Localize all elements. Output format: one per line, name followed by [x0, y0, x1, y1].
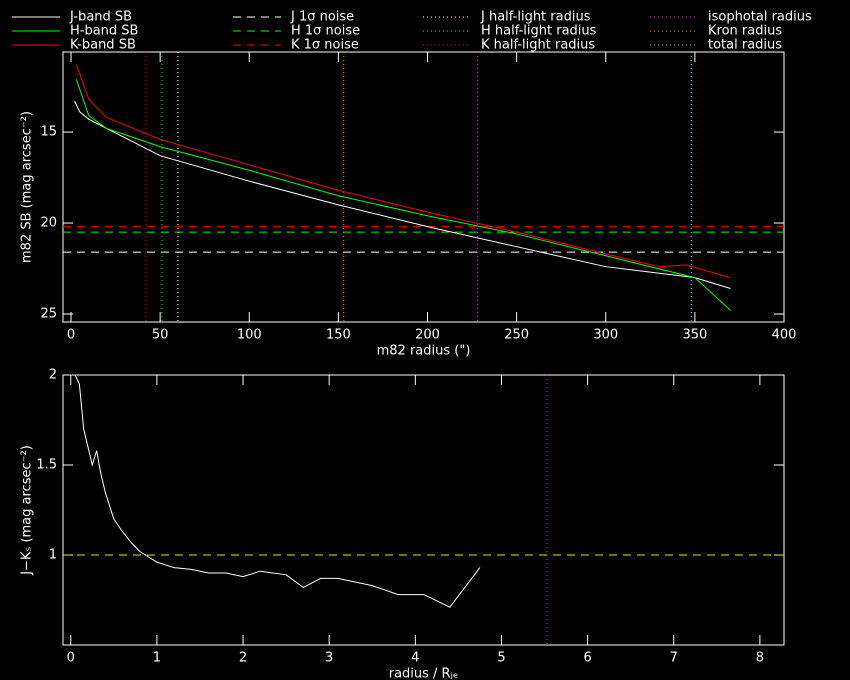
y-tick-label: 1: [49, 548, 57, 563]
y-tick-label: 15: [40, 125, 57, 140]
data-line: [75, 64, 731, 279]
legend-label: J 1σ noise: [290, 10, 354, 25]
legend-label: K half-light radius: [481, 38, 595, 53]
x-tick-label: 0: [67, 651, 75, 666]
x-tick-label: 8: [756, 651, 764, 666]
x-tick-label: 6: [583, 651, 591, 666]
data-line: [74, 374, 481, 608]
x-tick-label: 3: [325, 651, 333, 666]
legend-label: J-band SB: [69, 10, 132, 25]
legend-label: J half-light radius: [480, 10, 591, 25]
legend-label: Kron radius: [708, 24, 782, 39]
x-tick-label: 50: [152, 328, 169, 343]
x-tick-label: 350: [682, 328, 707, 343]
x-axis-label: m82 radius ("): [377, 344, 471, 359]
y-axis-label: m82 SB (mag arcsec⁻²): [20, 111, 35, 263]
legend-label: isophotal radius: [708, 10, 812, 25]
y-tick-label: 20: [40, 216, 57, 231]
x-tick-label: 400: [772, 328, 797, 343]
y-tick-label: 1.5: [36, 458, 57, 473]
x-tick-label: 100: [237, 328, 262, 343]
x-tick-label: 5: [497, 651, 505, 666]
axes-frame: [62, 51, 785, 323]
legend-label: H half-light radius: [481, 24, 597, 39]
x-axis-label: radius / Rⱼₑ: [389, 667, 459, 680]
x-tick-label: 0: [67, 328, 75, 343]
y-tick-label: 2: [49, 368, 57, 383]
x-tick-label: 250: [504, 328, 529, 343]
y-tick-label: 25: [40, 306, 57, 321]
x-tick-label: 7: [670, 651, 678, 666]
data-line: [75, 79, 731, 311]
x-tick-label: 4: [411, 651, 419, 666]
legend-label: K 1σ noise: [291, 38, 359, 53]
x-tick-label: 300: [593, 328, 618, 343]
x-tick-label: 1: [153, 651, 161, 666]
x-tick-label: 200: [415, 328, 440, 343]
y-axis-label: J−Kₛ (mag arcsec⁻²): [20, 445, 35, 576]
legend-label: H 1σ noise: [291, 24, 360, 39]
x-tick-label: 150: [326, 328, 351, 343]
legend-label: total radius: [708, 38, 782, 53]
data-line: [74, 100, 731, 290]
x-tick-label: 2: [239, 651, 247, 666]
axes-frame: [62, 374, 785, 646]
legend-label: H-band SB: [70, 24, 138, 39]
legend-label: K-band SB: [70, 38, 136, 53]
